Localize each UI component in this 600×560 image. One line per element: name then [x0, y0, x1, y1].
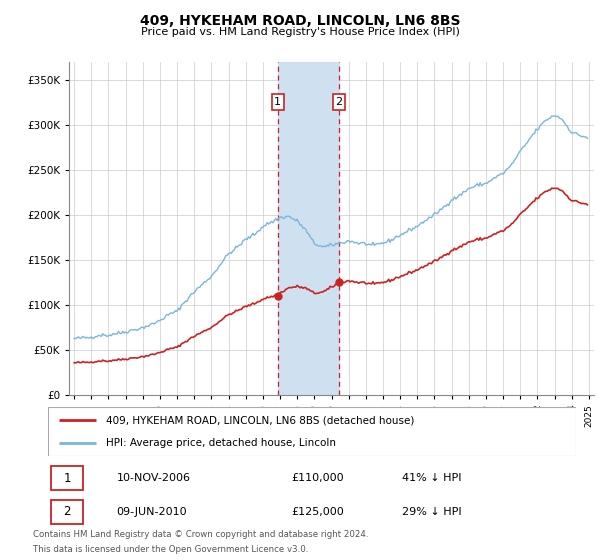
Text: 29% ↓ HPI: 29% ↓ HPI — [402, 507, 461, 517]
Text: 1: 1 — [274, 97, 281, 107]
FancyBboxPatch shape — [50, 466, 83, 491]
Text: £125,000: £125,000 — [291, 507, 344, 517]
Text: This data is licensed under the Open Government Licence v3.0.: This data is licensed under the Open Gov… — [33, 545, 308, 554]
Text: 10-NOV-2006: 10-NOV-2006 — [116, 473, 191, 483]
Text: 09-JUN-2010: 09-JUN-2010 — [116, 507, 187, 517]
Text: 2: 2 — [335, 97, 343, 107]
Text: 409, HYKEHAM ROAD, LINCOLN, LN6 8BS: 409, HYKEHAM ROAD, LINCOLN, LN6 8BS — [140, 14, 460, 28]
Text: HPI: Average price, detached house, Lincoln: HPI: Average price, detached house, Linc… — [106, 438, 336, 448]
Text: 1: 1 — [63, 472, 71, 485]
Text: £110,000: £110,000 — [291, 473, 344, 483]
Bar — [278, 62, 339, 395]
Text: Contains HM Land Registry data © Crown copyright and database right 2024.: Contains HM Land Registry data © Crown c… — [33, 530, 368, 539]
Text: 2: 2 — [63, 505, 71, 519]
Text: 41% ↓ HPI: 41% ↓ HPI — [402, 473, 461, 483]
Text: Price paid vs. HM Land Registry's House Price Index (HPI): Price paid vs. HM Land Registry's House … — [140, 27, 460, 37]
FancyBboxPatch shape — [50, 500, 83, 524]
Text: 409, HYKEHAM ROAD, LINCOLN, LN6 8BS (detached house): 409, HYKEHAM ROAD, LINCOLN, LN6 8BS (det… — [106, 416, 415, 426]
